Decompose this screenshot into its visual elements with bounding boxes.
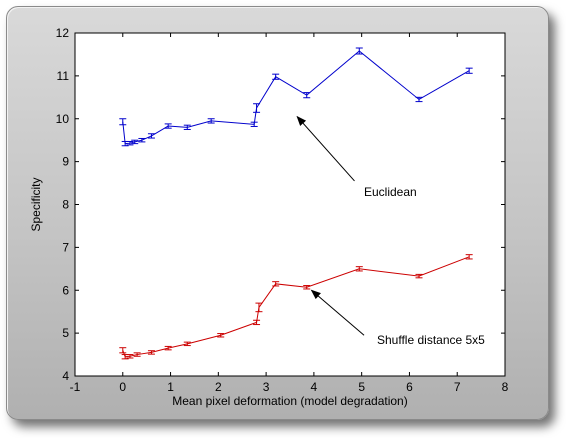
- data-point: [119, 347, 127, 354]
- data-point: [133, 352, 141, 357]
- plot-area: [74, 32, 506, 377]
- x-axis-label: Mean pixel deformation (model degradatio…: [172, 394, 407, 408]
- x-tick-label: 2: [215, 380, 222, 394]
- data-point: [255, 302, 263, 313]
- x-tick-label: 3: [263, 380, 270, 394]
- y-tick-label: 12: [56, 26, 70, 40]
- y-tick-label: 4: [62, 369, 69, 383]
- annotation-arrow: [296, 115, 355, 182]
- x-tick-label: 8: [502, 380, 509, 394]
- y-axis-label: Specificity: [29, 177, 43, 231]
- data-point: [465, 67, 473, 74]
- data-point: [119, 118, 127, 126]
- data-point: [126, 140, 134, 146]
- data-point: [164, 123, 172, 129]
- data-point: [126, 354, 134, 359]
- data-point: [147, 350, 155, 355]
- annotation-arrow: [310, 289, 365, 336]
- x-tick-label: -1: [70, 380, 81, 394]
- data-point: [355, 47, 363, 55]
- data-point: [250, 121, 258, 127]
- y-tick-label: 6: [62, 283, 69, 297]
- y-tick-label: 5: [62, 326, 69, 340]
- x-tick-label: 6: [406, 380, 413, 394]
- data-point: [272, 73, 280, 80]
- data-point: [183, 341, 191, 347]
- data-point: [253, 103, 261, 113]
- data-point: [355, 266, 363, 272]
- data-point: [415, 273, 423, 279]
- data-point: [303, 92, 311, 99]
- x-tick-label: 0: [119, 380, 126, 394]
- data-point: [183, 124, 191, 130]
- data-point: [147, 133, 155, 139]
- y-tick-label: 11: [57, 69, 70, 83]
- x-tick-label: 5: [358, 380, 365, 394]
- data-point: [164, 345, 172, 351]
- x-tick-label: 1: [167, 380, 174, 394]
- series-line-0: [122, 50, 470, 145]
- x-tick-label: 4: [311, 380, 318, 394]
- data-point: [131, 139, 139, 145]
- y-tick-label: 9: [62, 155, 69, 169]
- data-point: [303, 285, 311, 290]
- data-point: [465, 254, 473, 260]
- annotation-label: Shuffle distance 5x5: [377, 333, 485, 347]
- y-tick-label: 8: [62, 198, 69, 212]
- annotation-label: Euclidean: [364, 185, 417, 199]
- y-tick-label: 7: [62, 240, 69, 254]
- data-point: [217, 333, 225, 338]
- x-tick-label: 7: [454, 380, 461, 394]
- data-point: [415, 96, 423, 103]
- y-tick-label: 10: [56, 112, 70, 126]
- data-point: [138, 137, 146, 143]
- data-point: [253, 319, 261, 326]
- data-point: [272, 281, 280, 287]
- data-point: [207, 118, 215, 124]
